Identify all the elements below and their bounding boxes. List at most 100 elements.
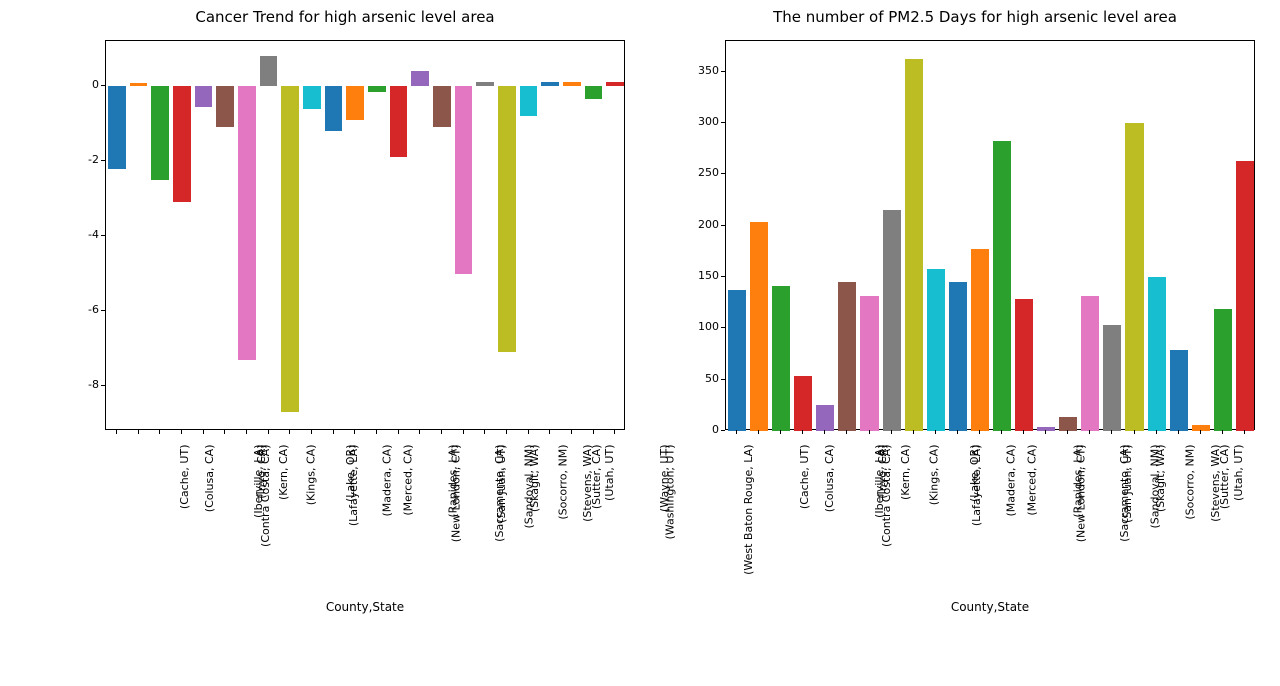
pm25-days-xtick-mark bbox=[1089, 430, 1090, 434]
pm25-days-xtick-label: (San Juan, UT) bbox=[1121, 445, 1134, 523]
cancer-trend-xtick-mark bbox=[506, 430, 507, 434]
pm25-days-ytick-label: 0 bbox=[685, 423, 719, 436]
pm25-days-bar bbox=[993, 141, 1011, 431]
pm25-days-ytick-label: 350 bbox=[685, 64, 719, 77]
cancer-trend-bar bbox=[108, 86, 126, 169]
cancer-trend-xtick-mark bbox=[289, 430, 290, 434]
pm25-days-ytick-label: 250 bbox=[685, 166, 719, 179]
pm25-days-bar bbox=[1170, 350, 1188, 431]
cancer-trend-xtick-label: (Colusa, CA) bbox=[203, 445, 216, 513]
pm25-days-xtick-mark bbox=[780, 430, 781, 434]
figure-canvas: Cancer Trend for high arsenic level area… bbox=[0, 0, 1280, 686]
pm25-days-xtick-mark bbox=[802, 430, 803, 434]
cancer-trend-xtick-label: (San Juan, UT) bbox=[495, 445, 508, 523]
cancer-trend-bar bbox=[433, 86, 451, 127]
pm25-days-ytick-label: 100 bbox=[685, 320, 719, 333]
pm25-days-bar bbox=[971, 249, 989, 431]
cancer-trend-ytick-label: -6 bbox=[65, 303, 99, 316]
cancer-trend-bar bbox=[216, 86, 234, 127]
pm25-days-ytick-mark bbox=[721, 430, 725, 431]
cancer-trend-xtick-mark bbox=[138, 430, 139, 434]
pm25-days-ytick-label: 50 bbox=[685, 372, 719, 385]
cancer-trend-xtick-label: (Inyo, CA) bbox=[254, 445, 267, 499]
pm25-days-xtick-mark bbox=[869, 430, 870, 434]
pm25-days-xtick-label: (Kern, CA) bbox=[899, 445, 912, 501]
cancer-trend-xtick-mark bbox=[268, 430, 269, 434]
pm25-days-xtick-label: (Rapides, LA) bbox=[1072, 445, 1085, 518]
cancer-trend-xtick-mark bbox=[246, 430, 247, 434]
cancer-trend-bar bbox=[151, 86, 169, 180]
pm25-days-xtick-mark bbox=[1067, 430, 1068, 434]
pm25-days-xtick-label: (Inyo, CA) bbox=[876, 445, 889, 499]
pm25-days-xtick-mark bbox=[1134, 430, 1135, 434]
pm25-days-ytick-mark bbox=[721, 122, 725, 123]
cancer-trend-xtick-label: (Wayne, UT) bbox=[658, 445, 671, 513]
pm25-days-xtick-mark bbox=[846, 430, 847, 434]
cancer-trend-bar bbox=[368, 86, 386, 92]
pm25-days-bar bbox=[883, 210, 901, 431]
pm25-days-xtick-mark bbox=[1244, 430, 1245, 434]
cancer-trend-xtick-label: (Cache, UT) bbox=[178, 445, 191, 510]
cancer-trend-xtick-mark bbox=[398, 430, 399, 434]
cancer-trend-xtick-label: (Madera, CA) bbox=[380, 445, 393, 517]
cancer-trend-bar bbox=[346, 86, 364, 120]
pm25-days-xtick-mark bbox=[1178, 430, 1179, 434]
cancer-trend-xtick-mark bbox=[333, 430, 334, 434]
pm25-days-xtick-label: (Colusa, CA) bbox=[823, 445, 836, 513]
pm25-days-xtick-label: (Sutter, CA) bbox=[1218, 445, 1231, 510]
cancer-trend-ytick-mark bbox=[101, 235, 105, 236]
cancer-trend-ytick-mark bbox=[101, 385, 105, 386]
cancer-trend-xtick-mark bbox=[116, 430, 117, 434]
cancer-trend-xtick-mark bbox=[484, 430, 485, 434]
cancer-trend-ytick-mark bbox=[101, 160, 105, 161]
pm25-days-xtick-label: (Utah, UT) bbox=[1232, 445, 1245, 501]
cancer-trend-bar bbox=[130, 83, 148, 86]
pm25-days-xtick-mark bbox=[891, 430, 892, 434]
cancer-trend-xtick-label: (Merced, CA) bbox=[401, 445, 414, 516]
pm25-days-xlabel: County,State bbox=[725, 600, 1255, 614]
pm25-days-xtick-mark bbox=[1023, 430, 1024, 434]
pm25-days-bar bbox=[1103, 325, 1121, 431]
cancer-trend-xtick-mark bbox=[463, 430, 464, 434]
pm25-days-bar bbox=[750, 222, 768, 431]
pm25-days-bar bbox=[1015, 299, 1033, 431]
pm25-days-bar bbox=[1148, 277, 1166, 431]
pm25-days-ytick-label: 150 bbox=[685, 269, 719, 282]
cancer-trend-xtick-mark bbox=[376, 430, 377, 434]
cancer-trend-xtick-mark bbox=[528, 430, 529, 434]
pm25-days-bar bbox=[1214, 309, 1232, 431]
cancer-trend-ytick-label: 0 bbox=[65, 78, 99, 91]
pm25-days-ytick-mark bbox=[721, 225, 725, 226]
cancer-trend-bar bbox=[585, 86, 603, 99]
pm25-days-xtick-label: (Cache, UT) bbox=[798, 445, 811, 510]
cancer-trend-ytick-label: -8 bbox=[65, 378, 99, 391]
cancer-trend-ytick-label: -2 bbox=[65, 153, 99, 166]
cancer-trend-xtick-mark bbox=[549, 430, 550, 434]
pm25-days-bar bbox=[860, 296, 878, 431]
pm25-days-bar bbox=[905, 59, 923, 431]
pm25-days-bar bbox=[949, 282, 967, 431]
cancer-trend-xtick-label: (Kern, CA) bbox=[277, 445, 290, 501]
cancer-trend-bar bbox=[498, 86, 516, 352]
cancer-trend-bar bbox=[195, 86, 213, 107]
cancer-trend-xtick-label: (Sutter, CA) bbox=[590, 445, 603, 510]
cancer-trend-xtick-label: (Utah, UT) bbox=[603, 445, 616, 501]
pm25-days-bar bbox=[927, 269, 945, 431]
cancer-trend-ytick-mark bbox=[101, 310, 105, 311]
cancer-trend-bar bbox=[238, 86, 256, 360]
right-chart-title: The number of PM2.5 Days for high arseni… bbox=[690, 8, 1260, 26]
pm25-days-xtick-mark bbox=[957, 430, 958, 434]
cancer-trend-plot-area bbox=[105, 40, 625, 430]
cancer-trend-bar bbox=[476, 82, 494, 86]
cancer-trend-bar bbox=[563, 82, 581, 86]
pm25-days-xtick-mark bbox=[1222, 430, 1223, 434]
pm25-days-ytick-mark bbox=[721, 173, 725, 174]
cancer-trend-xtick-mark bbox=[571, 430, 572, 434]
pm25-days-xtick-mark bbox=[1200, 430, 1201, 434]
pm25-days-ytick-label: 300 bbox=[685, 115, 719, 128]
pm25-days-bar bbox=[1081, 296, 1099, 431]
cancer-trend-xtick-mark bbox=[224, 430, 225, 434]
pm25-days-xtick-mark bbox=[1045, 430, 1046, 434]
cancer-trend-ytick-mark bbox=[101, 85, 105, 86]
pm25-days-xtick-mark bbox=[1001, 430, 1002, 434]
